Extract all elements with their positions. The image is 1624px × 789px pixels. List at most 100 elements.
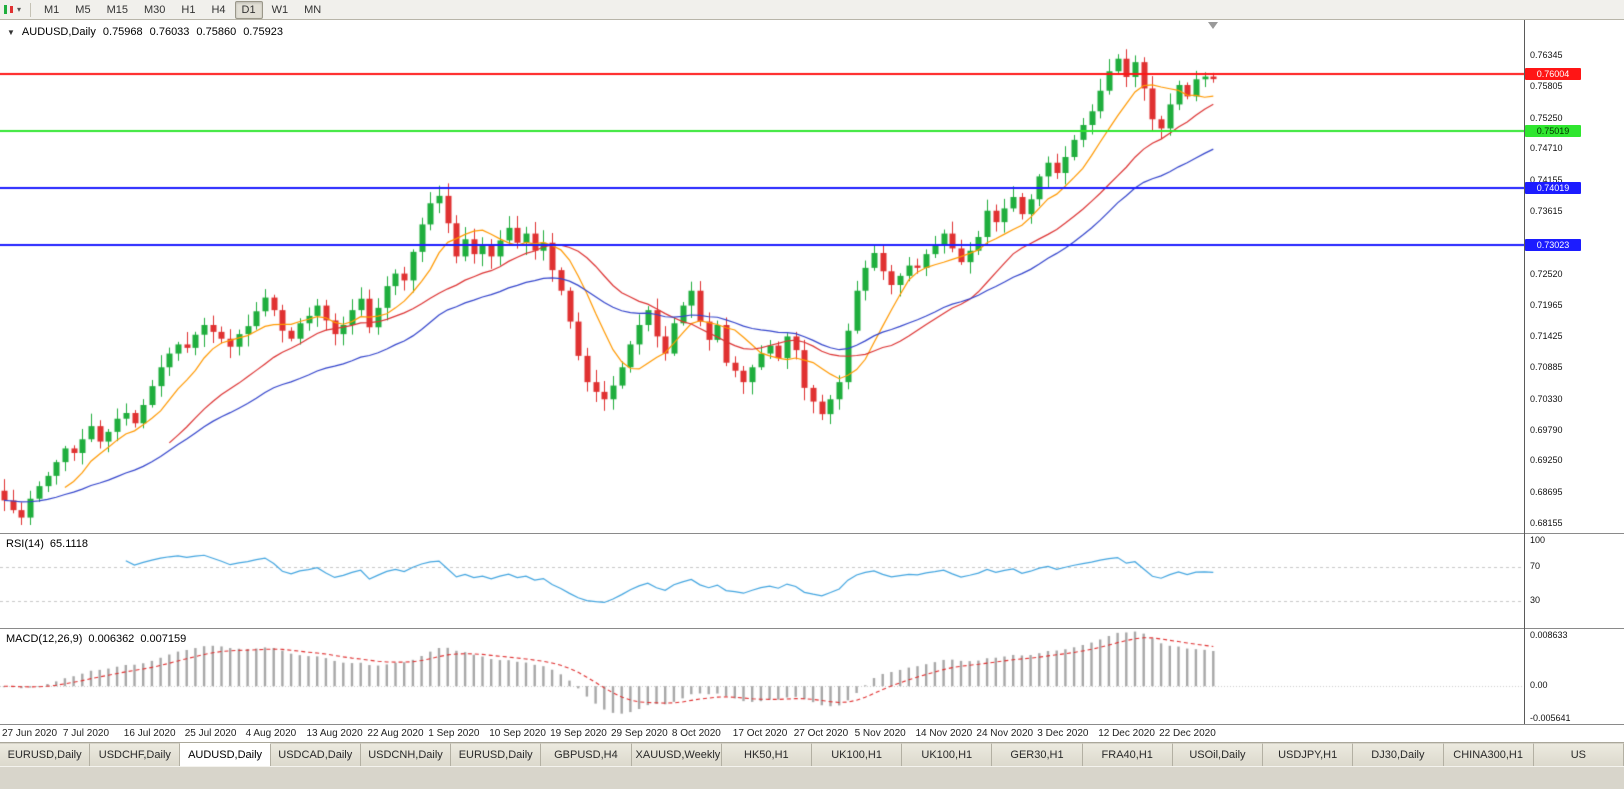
- price-axis-label: 0.74155: [1530, 175, 1563, 186]
- price-axis-label: 0.75250: [1530, 112, 1563, 123]
- date-label: 12 Dec 2020: [1098, 728, 1155, 739]
- price-line-badge: 0.74019: [1525, 181, 1581, 194]
- macd-signal-value: 0.007159: [140, 633, 187, 645]
- price-axis-label: 0.68695: [1530, 487, 1563, 498]
- price-axis-label: 0.69250: [1530, 455, 1563, 466]
- date-label: 22 Dec 2020: [1159, 728, 1216, 739]
- timeframe-buttons: M1 M5 M15 M30 H1 H4 D1 W1 MN: [36, 0, 329, 19]
- timeframe-toolbar: ▾ M1 M5 M15 M30 H1 H4 D1 W1 MN: [0, 0, 1624, 20]
- chart-tab-audusd-daily[interactable]: AUDUSD,Daily: [180, 743, 271, 766]
- price-axis-label: 0.74710: [1530, 143, 1563, 154]
- chart-tab-us[interactable]: US: [1533, 743, 1624, 766]
- macd-axis-label: 0.00: [1530, 680, 1548, 691]
- chart-tab-ger30-h1[interactable]: GER30,H1: [992, 743, 1083, 766]
- chart-tab-hk50-h1[interactable]: HK50,H1: [721, 743, 812, 766]
- chart-tab-china300-h1[interactable]: CHINA300,H1: [1443, 743, 1534, 766]
- chart-tab-usdchf-daily[interactable]: USDCHF,Daily: [90, 743, 181, 766]
- chart-tab-gbpusd-h4[interactable]: GBPUSD,H4: [541, 743, 632, 766]
- date-label: 10 Sep 2020: [489, 728, 546, 739]
- timeframe-button-mn[interactable]: MN: [304, 3, 322, 16]
- macd-canvas[interactable]: [0, 630, 1524, 725]
- chart-tab-dj30-daily[interactable]: DJ30,Daily: [1353, 743, 1444, 766]
- chart-title: ▼ AUDUSD,Daily 0.75968 0.76033 0.75860 0…: [7, 26, 283, 38]
- chart-tab-eurusd-daily[interactable]: EURUSD,Daily: [451, 743, 542, 766]
- date-label: 8 Oct 2020: [671, 728, 721, 739]
- rsi-canvas[interactable]: [0, 535, 1524, 629]
- macd-axis-label: -0.005641: [1530, 713, 1571, 723]
- ohlc-high: 0.76033: [149, 26, 190, 38]
- date-label: 13 Aug 2020: [306, 728, 363, 739]
- macd-label: MACD(12,26,9): [6, 633, 83, 645]
- chart-tab-uk100-h1[interactable]: UK100,H1: [811, 743, 903, 766]
- chart-tab-fra40-h1[interactable]: FRA40,H1: [1082, 743, 1173, 766]
- chart-shift-marker[interactable]: [1208, 22, 1218, 29]
- price-line-badge: 0.76004: [1525, 68, 1581, 81]
- chart-tab-uk100-h1[interactable]: UK100,H1: [902, 743, 993, 766]
- ohlc-close: 0.75923: [243, 26, 283, 38]
- timeframe-button-h4[interactable]: H4: [211, 3, 226, 16]
- timeframe-button-m1[interactable]: M1: [44, 3, 60, 16]
- candle-up-glyph: [4, 5, 7, 14]
- timeframe-button-m30[interactable]: M30: [143, 3, 166, 16]
- price-axis-label: 0.68155: [1530, 518, 1563, 528]
- price-axis-border: [1524, 20, 1525, 724]
- date-label: 4 Aug 2020: [245, 728, 297, 739]
- price-axis-label: 0.75805: [1530, 80, 1563, 91]
- chart-tab-usdjpy-h1[interactable]: USDJPY,H1: [1263, 743, 1354, 766]
- rsi-value: 65.1118: [49, 538, 89, 550]
- price-axis-label: 0.69790: [1530, 424, 1563, 435]
- price-axis-label: 0.76345: [1530, 50, 1563, 60]
- chart-tab-eurusd-daily[interactable]: EURUSD,Daily: [0, 743, 91, 766]
- timeframe-button-m15[interactable]: M15: [106, 3, 128, 16]
- macd-axis-label: 0.008633: [1530, 630, 1568, 640]
- macd-indicator-panel: MACD(12,26,9) 0.006362 0.007159: [0, 628, 1624, 725]
- date-label: 25 Jul 2020: [184, 728, 237, 739]
- date-label: 29 Sep 2020: [611, 728, 668, 739]
- chart-type-icon[interactable]: ▾: [0, 5, 25, 14]
- date-label: 17 Oct 2020: [732, 728, 788, 739]
- rsi-title: RSI(14) 65.1118: [6, 538, 88, 550]
- price-axis-label: 0.71425: [1530, 331, 1563, 342]
- chart-tab-usdcad-daily[interactable]: USDCAD,Daily: [270, 743, 361, 766]
- timeframe-button-d1[interactable]: D1: [234, 0, 263, 19]
- price-line-badge: 0.73023: [1525, 238, 1581, 251]
- date-label: 24 Nov 2020: [976, 728, 1034, 739]
- ohlc-open: 0.75968: [102, 26, 143, 38]
- price-chart-panel: ▼ AUDUSD,Daily 0.75968 0.76033 0.75860 0…: [0, 20, 1624, 533]
- chart-menu-icon[interactable]: ▼: [7, 27, 15, 37]
- price-axis-label: 0.73615: [1530, 206, 1563, 216]
- date-label: 27 Oct 2020: [793, 728, 849, 739]
- chart-symbol-period: AUDUSD,Daily: [21, 26, 96, 38]
- macd-main-value: 0.006362: [88, 633, 135, 645]
- timeframe-button-w1[interactable]: W1: [271, 3, 289, 16]
- status-bar: [0, 766, 1624, 789]
- price-chart-canvas[interactable]: [0, 20, 1524, 533]
- timeframe-button-m5[interactable]: M5: [75, 3, 91, 16]
- price-axis-label: 0.72520: [1530, 268, 1563, 279]
- chart-tab-usdcnh-daily[interactable]: USDCNH,Daily: [360, 743, 452, 766]
- price-axis-label: 0.70330: [1530, 393, 1563, 404]
- date-label: 3 Dec 2020: [1037, 728, 1089, 739]
- chart-tab-usoil-daily[interactable]: USOil,Daily: [1172, 743, 1264, 766]
- price-line-badge: 0.75019: [1525, 124, 1581, 137]
- timeframe-button-h1[interactable]: H1: [181, 3, 196, 16]
- date-label: 1 Sep 2020: [428, 728, 480, 739]
- chart-tab-bar: EURUSD,Daily USDCHF,Daily AUDUSD,Daily USDC…: [0, 742, 1624, 766]
- toolbar-separator: [30, 2, 32, 17]
- chart-tab-xauusd-weekly[interactable]: XAUUSD,Weekly: [631, 743, 722, 766]
- date-label: 22 Aug 2020: [367, 728, 424, 739]
- ohlc-low: 0.75860: [196, 26, 237, 38]
- price-axis-label: 0.70885: [1530, 362, 1563, 372]
- rsi-label: RSI(14): [6, 538, 44, 550]
- date-label: 19 Sep 2020: [550, 728, 607, 739]
- macd-title: MACD(12,26,9) 0.006362 0.007159: [6, 633, 186, 645]
- date-label: 5 Nov 2020: [854, 728, 906, 739]
- price-axis-label: 0.71965: [1530, 300, 1563, 311]
- rsi-axis-label: 70: [1530, 560, 1541, 571]
- chevron-down-icon: ▾: [17, 5, 22, 14]
- date-label: 7 Jul 2020: [62, 728, 110, 739]
- time-axis[interactable]: 27 Jun 2020 7 Jul 2020 16 Jul 2020 25 Jul 2…: [0, 724, 1624, 742]
- rsi-axis-label: 30: [1530, 595, 1541, 606]
- date-label: 27 Jun 2020: [2, 728, 58, 739]
